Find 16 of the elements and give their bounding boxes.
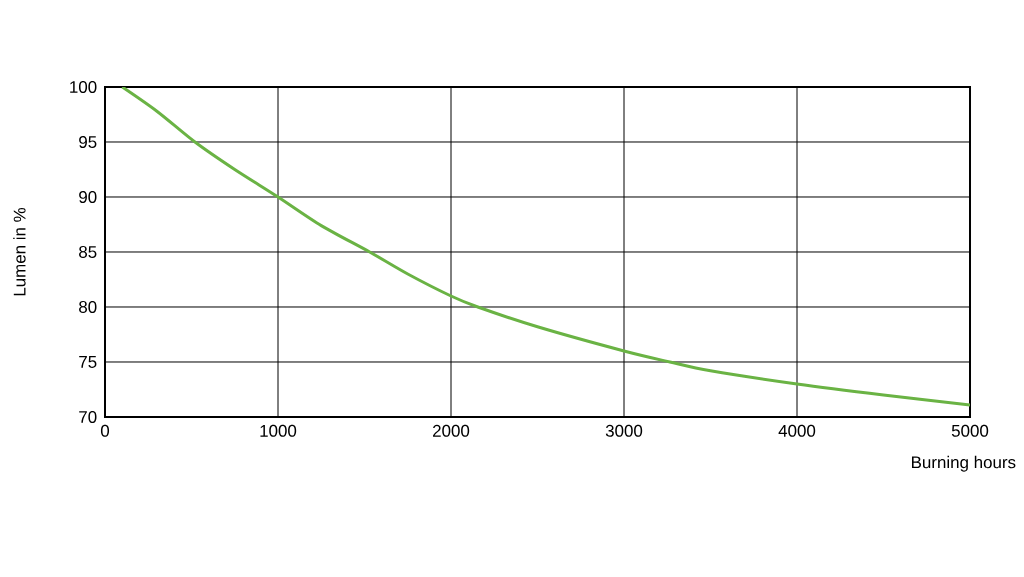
y-tick-label: 90 xyxy=(79,191,97,203)
y-tick-label: 75 xyxy=(79,356,97,368)
x-tick-label: 4000 xyxy=(778,424,816,437)
y-tick-label: 100 xyxy=(70,81,97,93)
x-tick-label: 1000 xyxy=(260,424,297,437)
y-axis-title: Lumen in % xyxy=(13,207,26,296)
x-tick-label: 2000 xyxy=(433,424,470,437)
line-series xyxy=(120,87,971,407)
y-tick-label: 80 xyxy=(79,301,97,313)
x-tick-label: 3000 xyxy=(605,424,643,437)
y-tick-label: 85 xyxy=(79,246,97,258)
y-tick-label: 95 xyxy=(79,136,97,148)
x-tick-label: 0 xyxy=(100,424,110,437)
x-tick-label: 5000 xyxy=(951,424,989,437)
x-axis-title: Burning hours xyxy=(912,455,1016,472)
y-tick-label: 70 xyxy=(79,411,97,423)
